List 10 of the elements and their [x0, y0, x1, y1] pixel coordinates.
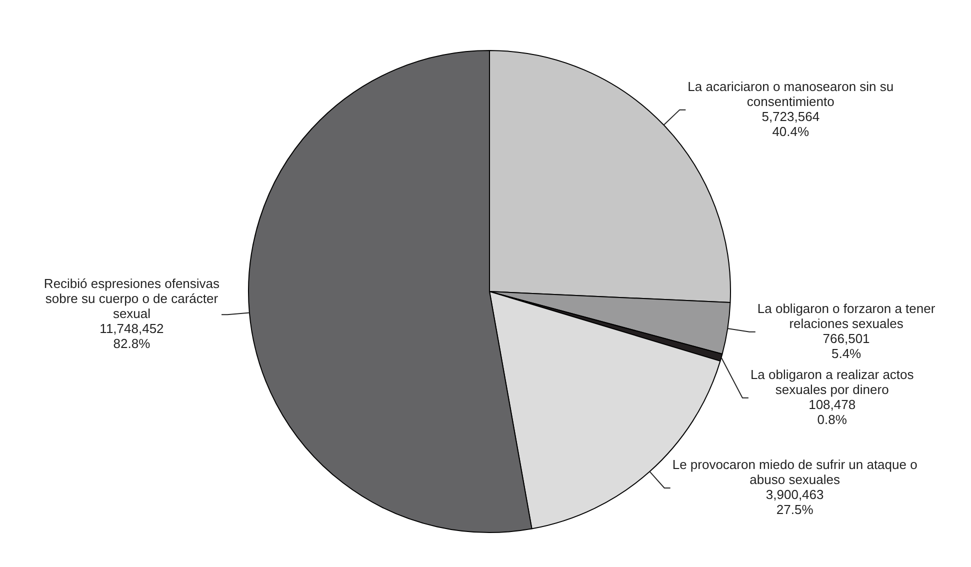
- slice-label: La obligaron o forzaron a tener relaciones sexuales: [757, 300, 936, 331]
- slice-label: Le provocaron miedo de sufrir un ataque o abuso sexuales: [672, 457, 918, 488]
- data-label: 11,748,452 82.8%: [100, 321, 164, 352]
- data-label: 3,900,463 27.5%: [766, 487, 824, 518]
- data-label: 766,501 5.4%: [822, 330, 870, 361]
- slice-label: La obligaron a realizar actos sexuales por dinero: [750, 366, 914, 397]
- data-label: 108,478 0.8%: [808, 396, 856, 427]
- data-label: 5,723,564 40.4%: [762, 108, 820, 139]
- slice-label: La acariciaron o manosearon sin su consentimiento: [688, 78, 894, 109]
- slice-label: Recibió espresiones ofensivas sobre su cuerpo o de carácter sexual: [44, 276, 220, 322]
